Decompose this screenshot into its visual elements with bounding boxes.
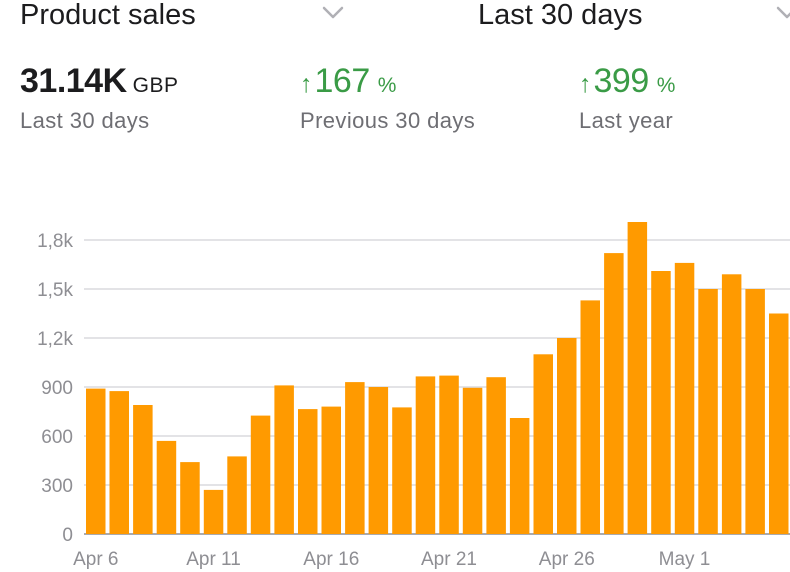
bar: [745, 289, 765, 534]
percent-unit: %: [656, 74, 676, 97]
y-axis-ticks: 0 300 600 900 1,2k 1,5k 1,8k: [37, 231, 73, 546]
x-tick-label: Apr 16: [303, 549, 359, 570]
bar: [698, 289, 718, 534]
chevron-down-icon: [776, 6, 790, 19]
date-range-label: Last 30 days: [478, 0, 643, 31]
bar: [674, 262, 695, 534]
bar: [769, 313, 789, 534]
bar: [415, 376, 436, 534]
last-year-stat: ↑ 399 % Last year: [579, 62, 675, 134]
x-tick-label: Apr 11: [186, 549, 241, 570]
last-year-change-value: 399: [593, 62, 650, 100]
bar: [203, 489, 224, 534]
bar: [627, 222, 648, 534]
bar: [721, 274, 742, 534]
bar: [580, 300, 600, 534]
last-year-caption: Last year: [579, 108, 674, 133]
arrow-up-icon: ↑: [300, 70, 313, 98]
bar: [368, 387, 389, 534]
total-sales-value: 31.14K: [20, 62, 127, 100]
bar: [392, 407, 412, 534]
x-tick-label: May 1: [659, 549, 711, 570]
previous-period-stat: ↑ 167 % Previous 30 days: [300, 62, 475, 134]
previous-change-value: 167: [314, 62, 371, 100]
bar: [227, 456, 247, 534]
metric-dropdown-label: Product sales: [20, 0, 196, 31]
bar: [462, 387, 483, 534]
bar: [509, 418, 530, 534]
bar: [533, 354, 553, 534]
metric-dropdown[interactable]: Product sales: [20, 0, 350, 34]
bar: [321, 406, 341, 534]
y-tick-label: 900: [41, 378, 73, 399]
x-tick-label: Apr 26: [539, 549, 595, 570]
total-sales-caption: Last 30 days: [20, 108, 150, 133]
date-range-dropdown[interactable]: Last 30 days: [478, 0, 790, 34]
y-tick-label: 1,2k: [37, 329, 73, 350]
bar: [486, 377, 506, 534]
y-tick-label: 1,5k: [37, 280, 73, 301]
total-sales-stat: 31.14K GBP Last 30 days: [20, 62, 179, 134]
chevron-down-icon: [322, 6, 344, 19]
previous-period-caption: Previous 30 days: [300, 108, 476, 133]
y-tick-label: 300: [41, 476, 73, 497]
y-tick-label: 600: [41, 427, 73, 448]
bar: [274, 385, 294, 534]
bar: [250, 415, 271, 534]
bar: [557, 338, 577, 534]
x-tick-label: Apr 21: [421, 549, 477, 570]
x-tick-label: Apr 6: [73, 549, 118, 570]
y-tick-label: 1,8k: [37, 231, 73, 252]
gridlines: [84, 239, 790, 535]
bar: [604, 253, 624, 534]
bar: [345, 382, 365, 534]
y-tick-label: 0: [62, 525, 73, 546]
bar: [133, 405, 153, 534]
x-axis-ticks: Apr 6 Apr 11 Apr 16 Apr 21 Apr 26 May 1: [73, 549, 710, 570]
arrow-up-icon: ↑: [579, 70, 592, 98]
bar: [298, 409, 318, 534]
bar: [156, 440, 177, 534]
bar: [86, 388, 106, 534]
bar: [439, 375, 459, 534]
bar: [109, 391, 129, 534]
currency-unit: GBP: [132, 74, 179, 97]
bars: [86, 222, 789, 534]
bar: [651, 271, 671, 534]
percent-unit: %: [377, 74, 397, 97]
bar: [180, 462, 200, 534]
